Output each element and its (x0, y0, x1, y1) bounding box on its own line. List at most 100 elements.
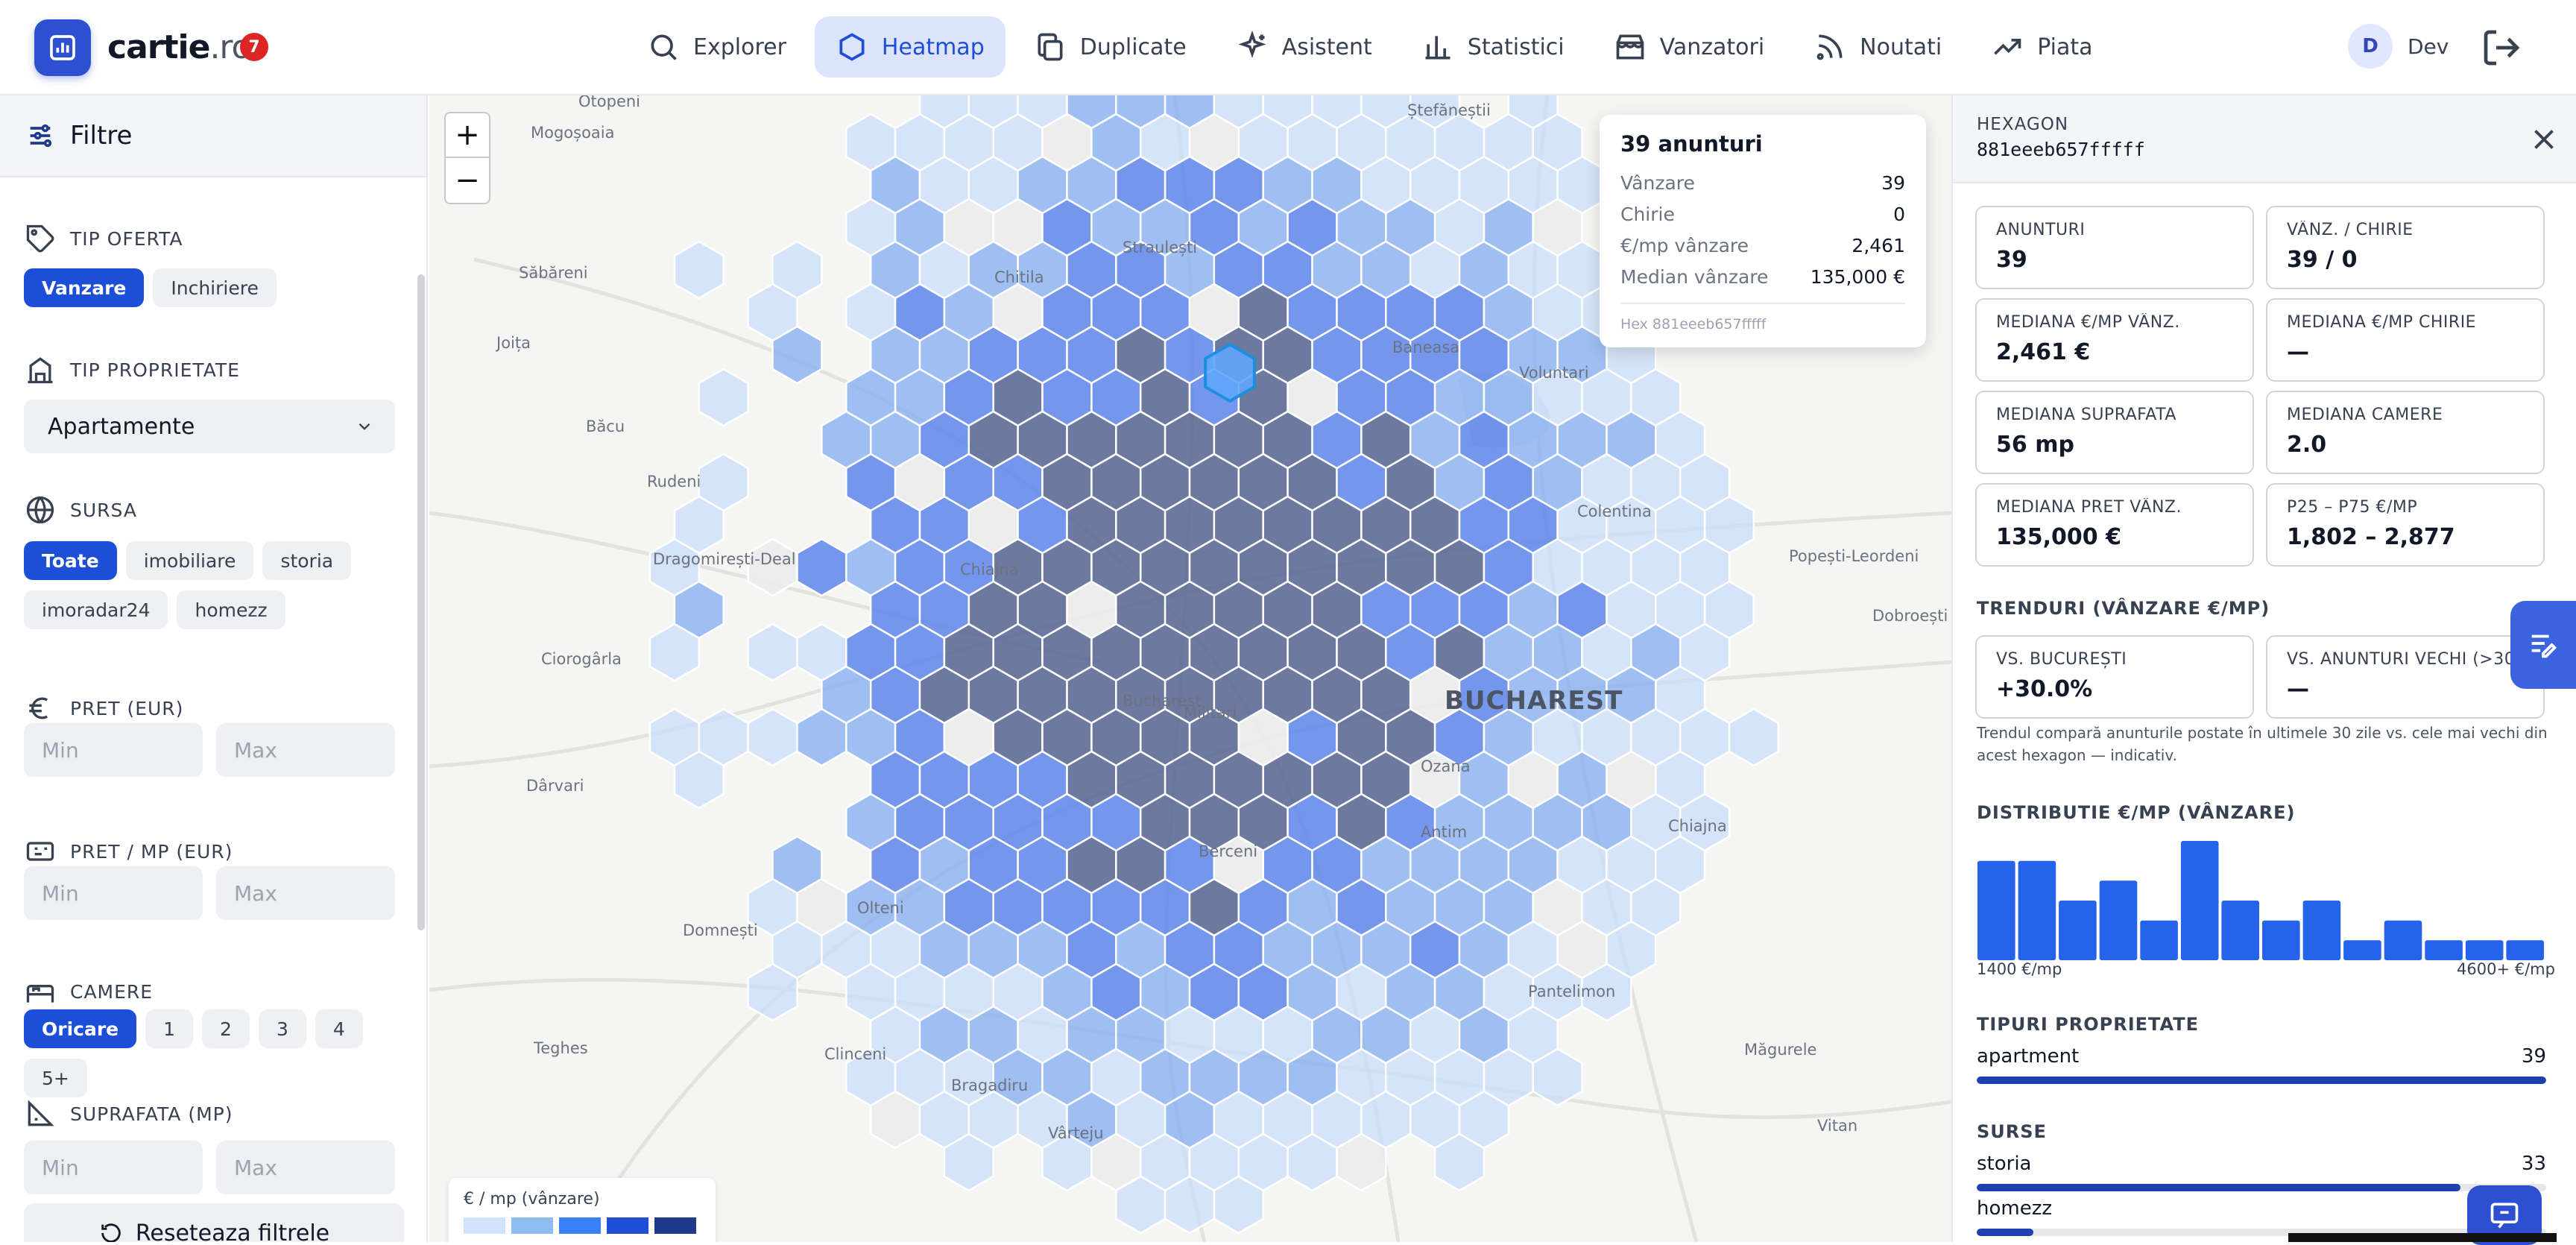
rss-icon (1816, 34, 1843, 60)
hex-cell[interactable] (747, 962, 798, 1022)
logout-icon[interactable] (2481, 27, 2522, 69)
price-max-input[interactable]: Max (216, 723, 395, 777)
building-icon (28, 357, 53, 384)
source-chip-homezz[interactable]: homezz (177, 590, 285, 629)
nav-label: Asistent (1281, 34, 1372, 60)
rooms-chip-oricare[interactable]: Oricare (24, 1009, 137, 1048)
bar-chart-icon (1425, 36, 1450, 60)
tooltip-hex-id: Hex 881eeeb657fffff (1620, 303, 1905, 332)
hex-cell[interactable] (1581, 962, 1632, 1022)
nav-statistici[interactable]: Statistici (1401, 16, 1585, 78)
stat-value: 2,461 € (1996, 339, 2091, 365)
price-mp-max-input[interactable]: Max (216, 866, 395, 920)
histogram-bar (2384, 920, 2422, 960)
tooltip-row-label: €/mp vânzare (1620, 234, 1749, 256)
hex-cell[interactable] (1336, 1132, 1387, 1192)
nav-explorer[interactable]: Explorer (626, 16, 807, 78)
source-label: SURSA (70, 499, 137, 521)
selected-hex-cell[interactable] (1204, 342, 1256, 403)
map-place-label: Ștefăneștii (1407, 101, 1491, 119)
reset-filters-button[interactable]: Reseteaza filtrele (24, 1203, 404, 1242)
surface-label: SUPRAFATA (MP) (70, 1103, 233, 1125)
nav-asistent[interactable]: Asistent (1215, 16, 1393, 78)
hex-cell[interactable] (1433, 1132, 1486, 1192)
hex-cell[interactable] (1213, 1175, 1264, 1235)
hex-cell[interactable] (673, 240, 724, 300)
brand-name[interactable]: cartie.ro (107, 28, 251, 66)
tooltip-row: Median vânzare 135,000 € (1620, 261, 1905, 292)
hex-cell[interactable] (796, 538, 847, 597)
hex-cell[interactable] (943, 1132, 994, 1192)
rooms-chip-3[interactable]: 3 (258, 1009, 306, 1048)
hex-tooltip: 39 anunturi Vânzare 39 Chirie 0 €/mp vânzare… (1600, 115, 1926, 347)
price-mp-min-input[interactable]: Min (24, 866, 203, 920)
nav-heatmap[interactable]: Heatmap (814, 16, 1006, 78)
zoom-out-button[interactable]: − (455, 163, 480, 198)
hex-cell[interactable] (747, 622, 798, 682)
hex-cell[interactable] (747, 707, 798, 767)
nav-duplicate[interactable]: Duplicate (1013, 16, 1208, 78)
hex-cell[interactable] (771, 325, 823, 385)
sidebar-scrollbar[interactable] (417, 274, 425, 930)
map-legend: € / mp (vânzare) (449, 1178, 716, 1242)
hex-cell[interactable] (698, 368, 749, 427)
tooltip-row-value: 0 (1893, 203, 1905, 225)
distribution-title: DISTRIBUTIE €/MP (VÂNZARE) (1977, 802, 2296, 823)
nav-noutati[interactable]: Noutati (1793, 16, 1963, 78)
zoom-control: + − (444, 112, 490, 204)
rooms-chip-5[interactable]: 5+ (24, 1059, 87, 1097)
stat-value: — (2287, 339, 2309, 365)
nav-piata[interactable]: Piata (1970, 16, 2113, 78)
offer-chip-vanzare[interactable]: Vanzare (24, 268, 145, 307)
source-chip-imoradar24[interactable]: imoradar24 (24, 590, 168, 629)
ruler-icon (28, 1100, 54, 1126)
hex-cell[interactable] (1728, 707, 1780, 767)
source-chip-imobiliare[interactable]: imobiliare (125, 541, 254, 580)
heatmap-map[interactable]: Mogoșoaia Otopeni Ștefăneștii Săbăreni Chiti… (429, 95, 1951, 1242)
histogram-bar (2099, 880, 2138, 960)
surface-min-input[interactable]: Min (24, 1141, 203, 1194)
nav-label: Explorer (693, 34, 786, 60)
rooms-chip-2[interactable]: 2 (202, 1009, 250, 1048)
trend-card: VS. BUCUREȘTI +30.0% (1975, 635, 2254, 719)
zoom-in-button[interactable]: + (446, 113, 489, 158)
hex-cell[interactable] (1532, 1047, 1583, 1107)
rooms-chip-1[interactable]: 1 (145, 1009, 194, 1048)
stat-card: MEDIANA PRET VÂNZ. 135,000 € (1975, 483, 2254, 567)
notification-badge[interactable]: 7 (240, 33, 268, 61)
logo-icon[interactable] (34, 19, 91, 76)
hex-cell[interactable] (673, 750, 724, 810)
panel-hex-id: 881eeeb657fffff (1977, 139, 2145, 160)
avatar[interactable]: D (2348, 24, 2393, 69)
source-chip-toate[interactable]: Toate (24, 541, 117, 580)
price-min-input[interactable]: Min (24, 723, 203, 777)
stat-value: 2.0 (2287, 432, 2327, 458)
surface-max-input[interactable]: Max (216, 1141, 395, 1194)
property-types-title: TIPURI PROPRIETATE (1977, 1014, 2199, 1035)
map-place-label: Domnești (683, 921, 758, 939)
breakdown-label: homezz (1977, 1197, 2053, 1220)
hex-cell[interactable] (648, 622, 701, 682)
user-menu[interactable]: D Dev (2348, 24, 2449, 69)
tooltip-row: €/mp vânzare 2,461 (1620, 230, 1905, 261)
source-chip-storia[interactable]: storia (262, 541, 352, 580)
stat-label: MEDIANA CAMERE (2287, 406, 2443, 424)
breakdown-label: apartment (1977, 1045, 2080, 1068)
close-icon[interactable] (2527, 122, 2561, 157)
property-type-label: TIP PROPRIETATE (70, 359, 240, 381)
status-strip (2288, 1233, 2557, 1242)
notes-fab[interactable] (2510, 601, 2576, 689)
map-place-label: Rudeni (647, 473, 701, 491)
breakdown-label: storia (1977, 1153, 2032, 1175)
top-bar: cartie.ro 7 Explorer Heatmap Duplicate Asis… (0, 0, 2576, 95)
offer-chip-inchiriere[interactable]: Inchiriere (153, 268, 277, 307)
nav-vanzatori[interactable]: Vanzatori (1593, 16, 1786, 78)
main-nav: Explorer Heatmap Duplicate Asistent Statisti… (626, 16, 2114, 79)
rooms-chip-4[interactable]: 4 (315, 1009, 363, 1048)
property-type-select[interactable]: Apartamente (24, 400, 395, 453)
tooltip-row-value: 135,000 € (1810, 265, 1905, 288)
filter-header[interactable]: Filtre (0, 95, 426, 177)
stat-label: ANUNTURI (1996, 221, 2086, 239)
breakdown-count: 39 (2521, 1045, 2546, 1068)
breakdown-track (1977, 1077, 2546, 1084)
